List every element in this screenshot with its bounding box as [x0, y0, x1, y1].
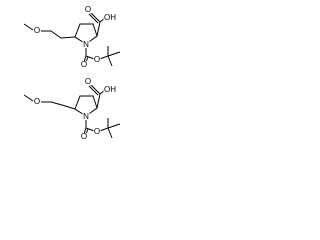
- bond: [107, 123, 121, 129]
- molecule: O OH O N O O: [23, 77, 121, 141]
- label-backing: [93, 128, 101, 136]
- label-backing: [80, 61, 88, 69]
- bond: [23, 23, 34, 31]
- label-backing: [80, 133, 88, 141]
- atom-label: O: [85, 77, 91, 86]
- bond: [83, 127, 87, 135]
- bond: [85, 44, 109, 61]
- label-backing: [93, 56, 101, 64]
- atom-label: O: [34, 26, 40, 35]
- label-backing: [84, 78, 92, 86]
- bond: [107, 51, 121, 57]
- atom-label: N: [83, 112, 89, 121]
- bond: [85, 116, 109, 133]
- bond: [89, 83, 101, 95]
- atom-label: O: [34, 97, 40, 106]
- bond: [41, 30, 76, 39]
- bond: [88, 85, 99, 96]
- molecule: O OH O N O O: [23, 5, 121, 69]
- atom-label: OH: [104, 13, 116, 22]
- atom-label: O: [94, 127, 100, 136]
- bond: [89, 11, 101, 23]
- bond: [23, 94, 34, 102]
- atom-label: N: [83, 40, 89, 49]
- label-backing: [33, 27, 41, 35]
- atom-label: OH: [104, 85, 116, 94]
- label-backing: [84, 6, 92, 14]
- page: {"molecules": [ {"atoms": ["O", "OH", "O…: [0, 0, 152, 152]
- ring-bonds: [74, 95, 98, 117]
- label-backing: [103, 86, 117, 94]
- bond: [88, 13, 99, 24]
- atom-label: O: [81, 60, 87, 69]
- atom-label: O: [94, 55, 100, 64]
- label-backing: [82, 41, 90, 49]
- atom-label: O: [85, 5, 91, 14]
- label-backing: [33, 98, 41, 106]
- ring-bonds: [74, 23, 98, 45]
- label-backing: [82, 113, 90, 121]
- label-backing: [103, 14, 117, 22]
- bond: [83, 55, 87, 63]
- bond: [107, 127, 113, 139]
- bond: [107, 55, 113, 67]
- atom-label: O: [81, 132, 87, 141]
- bond: [41, 101, 76, 110]
- structures: O OH O N O O O OH O N O O: [23, 5, 121, 141]
